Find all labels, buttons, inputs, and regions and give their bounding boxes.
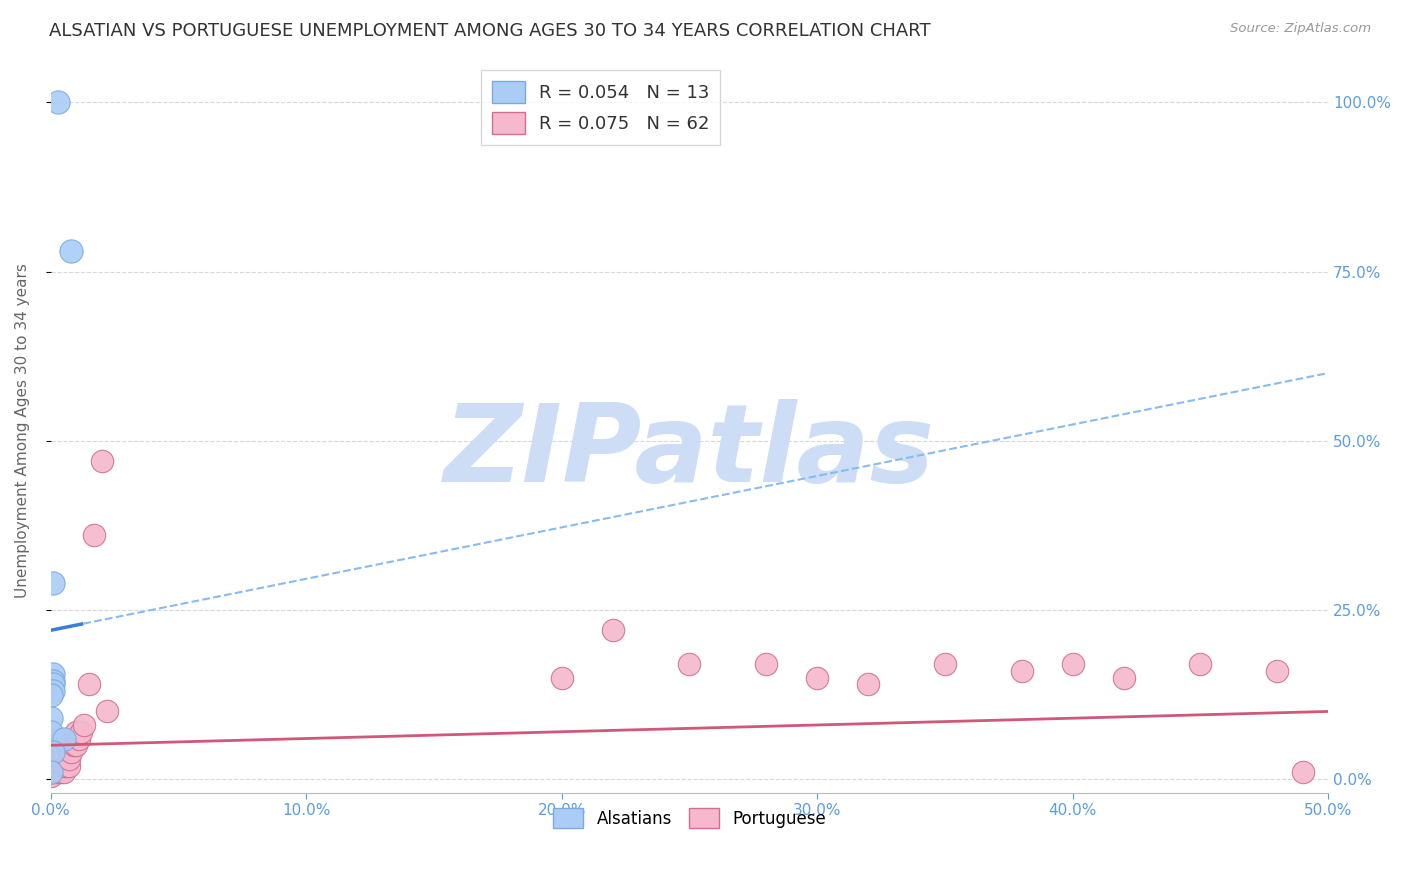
Point (551, 671, 574, 685)
Point (67, 731, 90, 746)
Point (45, 765, 67, 780)
Point (858, 677, 880, 691)
Text: Source: ZipAtlas.com: Source: ZipAtlas.com (1230, 22, 1371, 36)
Point (48, 95, 70, 110)
Point (1291, 765, 1313, 780)
Point (55, 758, 77, 772)
Point (70, 724, 93, 739)
Point (58, 758, 80, 772)
Point (48, 739, 70, 753)
Y-axis label: Unemployment Among Ages 30 to 34 years: Unemployment Among Ages 30 to 34 years (15, 263, 30, 598)
Point (806, 671, 828, 685)
Point (60, 745, 83, 759)
Point (45, 735, 67, 749)
Point (49, 731, 72, 746)
Point (49, 758, 72, 772)
Point (39, 765, 62, 780)
Point (42, 673, 65, 688)
Point (39, 765, 62, 780)
Point (42, 745, 65, 759)
Point (48, 758, 70, 772)
Point (45, 739, 67, 753)
Point (42, 575, 65, 590)
Point (42, 684, 65, 698)
Legend: Alsatians, Portuguese: Alsatians, Portuguese (547, 801, 832, 835)
Text: ALSATIAN VS PORTUGUESE UNEMPLOYMENT AMONG AGES 30 TO 34 YEARS CORRELATION CHART: ALSATIAN VS PORTUGUESE UNEMPLOYMENT AMON… (49, 22, 931, 40)
Point (42, 677, 65, 691)
Text: ZIPatlas: ZIPatlas (444, 400, 935, 505)
Point (48, 731, 70, 746)
Point (42, 745, 65, 759)
Point (42, 748, 65, 763)
Point (42, 755, 65, 769)
Point (48, 752, 70, 766)
Point (63, 739, 86, 753)
Point (39, 769, 62, 783)
Point (934, 657, 956, 671)
Point (42, 752, 65, 766)
Point (39, 688, 62, 702)
Point (45, 748, 67, 763)
Point (42, 762, 65, 776)
Point (48, 745, 70, 759)
Point (45, 731, 67, 746)
Point (48, 765, 70, 780)
Point (65, 739, 87, 753)
Point (49, 765, 72, 780)
Point (42, 667, 65, 681)
Point (755, 657, 778, 671)
Point (52, 758, 75, 772)
Point (1265, 664, 1288, 678)
Point (77, 677, 100, 691)
Point (65, 724, 87, 739)
Point (49, 739, 72, 753)
Point (45, 752, 67, 766)
Point (45, 758, 67, 772)
Point (55, 739, 77, 753)
Point (52, 731, 75, 746)
Point (96, 705, 118, 719)
Point (60, 244, 83, 259)
Point (58, 752, 80, 766)
Point (39, 711, 62, 725)
Point (52, 745, 75, 759)
Point (42, 739, 65, 753)
Point (42, 758, 65, 772)
Point (678, 657, 700, 671)
Point (42, 765, 65, 780)
Point (39, 724, 62, 739)
Point (73, 718, 96, 732)
Point (49, 752, 72, 766)
Point (90, 454, 112, 468)
Point (83, 528, 105, 542)
Point (58, 739, 80, 753)
Point (1011, 664, 1033, 678)
Point (602, 624, 624, 638)
Point (45, 745, 67, 759)
Point (52, 765, 75, 780)
Point (1062, 657, 1084, 671)
Point (1112, 671, 1135, 685)
Point (1189, 657, 1212, 671)
Point (49, 745, 72, 759)
